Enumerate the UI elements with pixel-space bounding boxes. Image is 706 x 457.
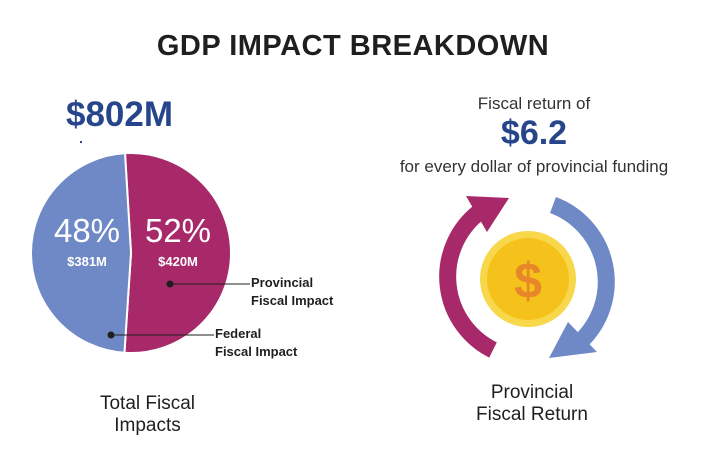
decorative-dot bbox=[80, 141, 82, 143]
federal-callout-line1: Federal bbox=[215, 326, 262, 341]
fiscal-return-caption-line2: Fiscal Return bbox=[476, 404, 588, 425]
federal-callout-dot bbox=[107, 331, 115, 339]
cycle-arrow-right-icon bbox=[549, 197, 615, 348]
fiscal-return-suffix: for every dollar of provincial funding bbox=[399, 157, 669, 176]
provincial-percent-label: 52% bbox=[145, 212, 211, 249]
federal-percent-label: 48% bbox=[54, 212, 120, 249]
pie-slice-provincial bbox=[123, 152, 233, 354]
pie-caption-line1: Total Fiscal bbox=[99, 393, 196, 414]
pie-slice-federal bbox=[30, 152, 133, 354]
provincial-callout-line1: Provincial bbox=[251, 275, 314, 290]
federal-amount-label: $381M bbox=[67, 254, 107, 269]
dollar-sign-icon: $ bbox=[514, 253, 542, 309]
cycle-arrow-left-icon bbox=[439, 206, 498, 358]
provincial-amount-label: $420M bbox=[158, 254, 198, 269]
cycle-arrowhead-right-icon bbox=[549, 322, 597, 358]
coin-inner-icon bbox=[487, 238, 569, 320]
total-value: $802M bbox=[66, 95, 174, 134]
cycle-arrowhead-left-icon bbox=[466, 196, 509, 232]
provincial-callout-line2: Fiscal Impact bbox=[251, 293, 334, 308]
fiscal-return-caption-line1: Provincial bbox=[490, 382, 574, 403]
fiscal-return-caption: Provincial Fiscal Return bbox=[432, 382, 632, 426]
chart-title: GDP IMPACT BREAKDOWN bbox=[156, 30, 550, 62]
pie-caption-line2: Impacts bbox=[114, 415, 181, 436]
federal-callout-label: Federal Fiscal Impact bbox=[215, 325, 297, 361]
fiscal-return-prefix: Fiscal return of bbox=[477, 94, 591, 113]
federal-callout-line2: Fiscal Impact bbox=[215, 344, 298, 359]
provincial-callout-label: Provincial Fiscal Impact bbox=[251, 274, 333, 310]
pie-caption: Total Fiscal Impacts bbox=[60, 393, 235, 437]
provincial-callout-dot bbox=[166, 280, 174, 288]
fiscal-return-value: $6.2 bbox=[500, 114, 568, 152]
